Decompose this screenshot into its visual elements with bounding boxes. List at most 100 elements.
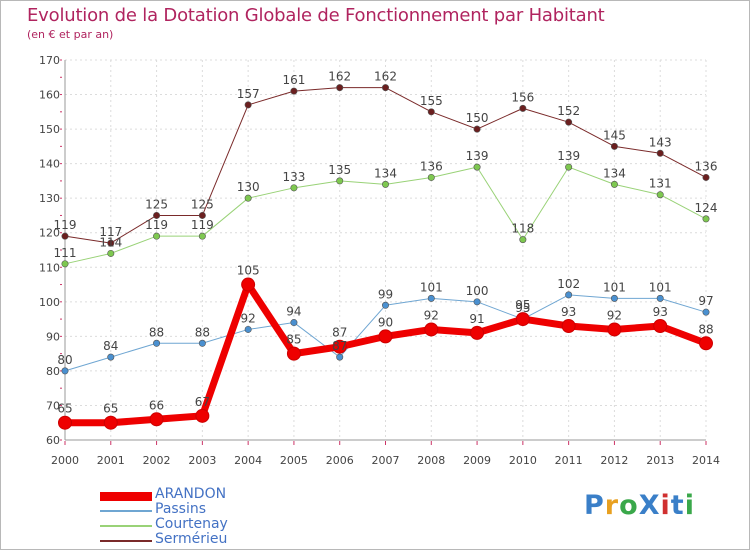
data-label: 95 bbox=[515, 301, 530, 315]
data-point bbox=[565, 163, 573, 171]
data-point bbox=[61, 367, 69, 375]
data-point bbox=[473, 163, 481, 171]
logo-letter: r bbox=[604, 490, 620, 521]
data-point bbox=[198, 211, 206, 219]
data-point bbox=[241, 277, 256, 292]
data-point bbox=[244, 194, 252, 202]
logo-letter: o bbox=[619, 490, 639, 521]
data-label: 93 bbox=[561, 305, 576, 319]
data-point bbox=[336, 177, 344, 185]
data-label: 102 bbox=[557, 277, 580, 291]
data-point bbox=[656, 149, 664, 157]
x-tick-label: 2008 bbox=[417, 454, 445, 467]
data-label: 136 bbox=[420, 159, 443, 173]
data-label: 101 bbox=[603, 280, 626, 294]
data-point bbox=[381, 84, 389, 92]
y-tick-label: 160 bbox=[39, 89, 60, 102]
data-label: 80 bbox=[57, 353, 72, 367]
data-label: 125 bbox=[191, 197, 214, 211]
x-tick-label: 2005 bbox=[280, 454, 308, 467]
data-point bbox=[565, 291, 573, 299]
data-point bbox=[61, 260, 69, 268]
data-point bbox=[332, 339, 347, 354]
data-point bbox=[153, 339, 161, 347]
data-point bbox=[702, 173, 710, 181]
x-tick-label: 2011 bbox=[555, 454, 583, 467]
data-label: 114 bbox=[99, 235, 122, 249]
data-point bbox=[107, 353, 115, 361]
x-tick-label: 2001 bbox=[97, 454, 125, 467]
data-label: 130 bbox=[237, 180, 260, 194]
x-tick-label: 2006 bbox=[326, 454, 354, 467]
data-label: 155 bbox=[420, 94, 443, 108]
proxiti-logo: ProXiti bbox=[584, 490, 695, 521]
data-point bbox=[381, 180, 389, 188]
data-point bbox=[336, 353, 344, 361]
data-label: 99 bbox=[378, 287, 393, 301]
data-label: 92 bbox=[607, 308, 622, 322]
y-tick-label: 70 bbox=[46, 399, 60, 412]
legend-item: ARANDON bbox=[100, 486, 400, 503]
data-point bbox=[290, 319, 298, 327]
legend-item: Sermérieu bbox=[100, 531, 400, 548]
data-label: 88 bbox=[149, 325, 164, 339]
data-label: 119 bbox=[191, 218, 214, 232]
data-point bbox=[607, 322, 622, 337]
data-label: 117 bbox=[99, 225, 122, 239]
y-tick-label: 90 bbox=[46, 330, 60, 343]
data-point bbox=[519, 236, 527, 244]
data-label: 119 bbox=[145, 218, 168, 232]
line-chart: 60 70 80 90 100 110 120 130 140 150 160 170 2000 2001… bbox=[39, 54, 720, 467]
x-tick-label: 2007 bbox=[372, 454, 400, 467]
data-point bbox=[61, 232, 69, 240]
data-label: 65 bbox=[103, 402, 118, 416]
data-label: 134 bbox=[374, 166, 397, 180]
data-label: 133 bbox=[282, 170, 305, 184]
data-label: 94 bbox=[286, 305, 301, 319]
data-point bbox=[290, 184, 298, 192]
x-tick-label: 2000 bbox=[51, 454, 79, 467]
data-label: 136 bbox=[695, 159, 718, 173]
x-tick-label: 2012 bbox=[600, 454, 628, 467]
data-point bbox=[427, 108, 435, 116]
legend-swatch bbox=[100, 491, 152, 501]
data-label: 143 bbox=[649, 135, 672, 149]
data-point bbox=[424, 322, 439, 337]
x-tick-label: 2013 bbox=[646, 454, 674, 467]
legend-label: Courtenay bbox=[155, 516, 228, 532]
data-point bbox=[515, 312, 530, 327]
data-point bbox=[381, 301, 389, 309]
logo-letter: t bbox=[670, 490, 685, 521]
data-point bbox=[153, 232, 161, 240]
data-point bbox=[565, 118, 573, 126]
y-tick-label: 170 bbox=[39, 54, 60, 67]
data-label: 100 bbox=[466, 284, 489, 298]
data-label: 93 bbox=[653, 305, 668, 319]
data-point bbox=[103, 415, 118, 430]
data-point bbox=[702, 215, 710, 223]
y-tick-label: 140 bbox=[39, 158, 60, 171]
series bbox=[58, 84, 713, 430]
data-label: 97 bbox=[698, 294, 713, 308]
data-point bbox=[198, 232, 206, 240]
data-point bbox=[336, 84, 344, 92]
data-point bbox=[519, 104, 527, 112]
data-label: 119 bbox=[54, 218, 77, 232]
data-label: 139 bbox=[557, 149, 580, 163]
legend-item: Passins bbox=[100, 501, 400, 518]
y-tick-label: 150 bbox=[39, 123, 60, 136]
data-point bbox=[656, 294, 664, 302]
x-tick-label: 2009 bbox=[463, 454, 491, 467]
y-tick-label: 110 bbox=[39, 261, 60, 274]
data-label: 66 bbox=[149, 398, 164, 412]
data-point bbox=[427, 173, 435, 181]
data-point bbox=[610, 142, 618, 150]
legend-label: Sermérieu bbox=[155, 531, 228, 547]
data-label: 85 bbox=[286, 333, 301, 347]
legend-swatch bbox=[100, 510, 152, 512]
data-point bbox=[699, 336, 713, 351]
data-label: 124 bbox=[695, 201, 718, 215]
x-tick-label: 2002 bbox=[143, 454, 171, 467]
x-tick-label: 2010 bbox=[509, 454, 537, 467]
data-point bbox=[195, 408, 210, 423]
